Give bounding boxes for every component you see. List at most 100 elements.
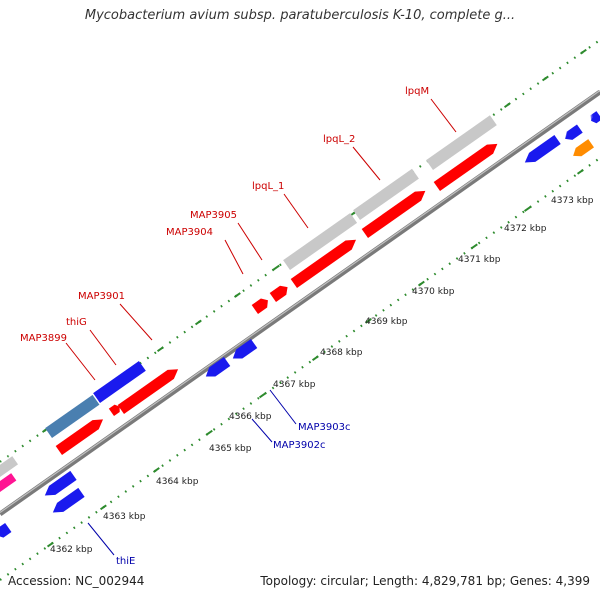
right-blue-cds-a: [524, 134, 561, 163]
lpqL-1-red-cds: [290, 237, 357, 288]
right-blue-cds-b-bevel: [565, 128, 568, 139]
left-gray-feature-bevel: [0, 452, 14, 465]
backbone-highlight: [0, 90, 600, 513]
lower-tick-mark: [417, 280, 425, 287]
lpqL-2-gray-feature: [353, 165, 419, 220]
forward-gene-label: MAP3904: [166, 227, 213, 238]
steel-feature: [45, 391, 100, 438]
left-blue-cds: [0, 522, 12, 538]
scale-label: 4362 kbp: [50, 545, 93, 555]
left-gray-feature-body: [0, 456, 18, 477]
MAP3904-red-cds-bevel: [251, 295, 263, 306]
lpqL-1-red-cds-body: [290, 239, 357, 288]
lower-tick-mark: [205, 429, 213, 436]
topology-text: Topology: circular; Length: 4,829,781 bp…: [260, 574, 590, 588]
MAP3899-blue-cds-bevel: [93, 357, 141, 394]
scale-label: 4365 kbp: [209, 444, 252, 454]
scale-label: 4368 kbp: [320, 348, 363, 358]
MAP3902c-blue-cds-bevel: [205, 364, 211, 377]
reverse-leader-line: [251, 418, 273, 443]
orange-feature-body: [573, 139, 594, 157]
forward-leader-line: [430, 98, 457, 133]
lpqL-2-gray-feature-body: [353, 168, 419, 220]
left-pink-feature-body: [0, 473, 17, 492]
MAP3901-red-cds: [117, 366, 179, 414]
forward-leader-line: [352, 146, 381, 181]
accession-text: Accession: NC_002944: [8, 574, 145, 588]
scale-label: 4369 kbp: [365, 317, 408, 327]
scale-label-layer: 4362 kbp 4363 kbp 4364 kbp 4365 kbp 4366 kbp…: [50, 196, 594, 555]
scale-label: 4363 kbp: [103, 512, 146, 522]
lower-tick-mark: [470, 243, 478, 250]
reverse-gene-label: MAP3903c: [298, 422, 350, 433]
lower-major-ticks: [46, 168, 584, 548]
forward-leader-line: [237, 222, 263, 261]
lpqM-red-cds-bevel: [433, 141, 489, 183]
forward-gene-label: MAP3899: [20, 333, 67, 344]
lpqL-2-gray-feature-bevel: [353, 165, 414, 211]
forward-leader-line: [224, 239, 244, 275]
steel-feature-body: [45, 394, 100, 438]
lpqM-red-cds-body: [433, 143, 498, 191]
reverse-gene-label: MAP3902c: [273, 440, 325, 451]
left-blue-cds-body: [0, 522, 12, 538]
lpqL-1-red-cds-bevel: [290, 237, 347, 280]
MAP3903c-blue-cds-body: [232, 339, 258, 359]
forward-gene-label: lpqM: [405, 86, 429, 97]
small-red-cds-bevel: [108, 401, 116, 409]
left-gray-feature: [0, 452, 18, 477]
MAP3901-red-cds-body: [117, 369, 179, 414]
lower-tick-mark: [576, 168, 584, 175]
scale-label: 4367 kbp: [273, 380, 316, 390]
lower-tick-track: [0, 157, 600, 581]
MAP3905-red-cds-bevel: [269, 282, 282, 294]
MAP3905-red-cds-body: [269, 285, 288, 302]
upper-tick-mark: [233, 292, 241, 298]
left-pink-feature: [0, 469, 17, 492]
reverse-gene-label: thiE: [116, 556, 135, 567]
forward-leader-line: [283, 193, 309, 229]
upper-tick-mark: [541, 75, 549, 82]
thiG-red-cds-bevel: [55, 416, 94, 447]
scale-label: 4371 kbp: [458, 255, 501, 265]
lpqM-gray-feature-body: [426, 115, 497, 170]
lower-tick-mark: [523, 206, 531, 212]
genome-backbone: [0, 89, 600, 517]
forward-leader-line: [89, 329, 117, 366]
forward-gene-label: lpqL_2: [323, 134, 355, 145]
right-blue-cds-b-body: [565, 124, 583, 140]
upper-tick-mark: [272, 264, 280, 271]
scale-label: 4370 kbp: [412, 287, 455, 297]
MAP3903c-blue-cds-bevel: [232, 346, 238, 359]
MAP3904-red-cds-body: [251, 298, 268, 314]
right-blue-cds-c: [590, 111, 600, 124]
small-red-cds: [108, 401, 120, 416]
right-blue-cds-c-body: [590, 111, 600, 124]
lpqM-gray-feature-bevel: [426, 111, 492, 161]
thiE-blue-cds-b-bevel: [52, 499, 59, 513]
lpqL-1-gray-feature: [283, 209, 358, 270]
lower-tick-mark: [364, 318, 372, 324]
thiE-blue-cds-a-bevel: [44, 482, 51, 496]
MAP3902c-blue-cds: [205, 357, 231, 377]
feature-layer: [0, 111, 600, 538]
reverse-leader-line: [269, 389, 297, 425]
steel-feature-bevel: [45, 391, 94, 429]
lpqL-2-red-cds-bevel: [361, 188, 417, 230]
backbone-line: [0, 89, 600, 517]
small-red-cds-body: [108, 404, 120, 416]
scale-label: 4372 kbp: [504, 224, 547, 234]
right-blue-cds-a-body: [524, 134, 561, 163]
left-pink-feature-bevel: [0, 469, 13, 481]
thiE-blue-cds-a: [44, 470, 77, 496]
lpqL-2-red-cds: [361, 188, 426, 238]
lpqL-1-gray-feature-body: [283, 213, 358, 270]
right-blue-cds-a-bevel: [524, 149, 531, 163]
MAP3902c-blue-cds-body: [205, 357, 231, 377]
reverse-leader-line: [87, 522, 115, 556]
scale-label: 4366 kbp: [229, 412, 272, 422]
forward-gene-label: MAP3901: [78, 291, 125, 302]
MAP3904-red-cds: [251, 295, 268, 314]
thiE-blue-cds-b-body: [52, 487, 85, 513]
